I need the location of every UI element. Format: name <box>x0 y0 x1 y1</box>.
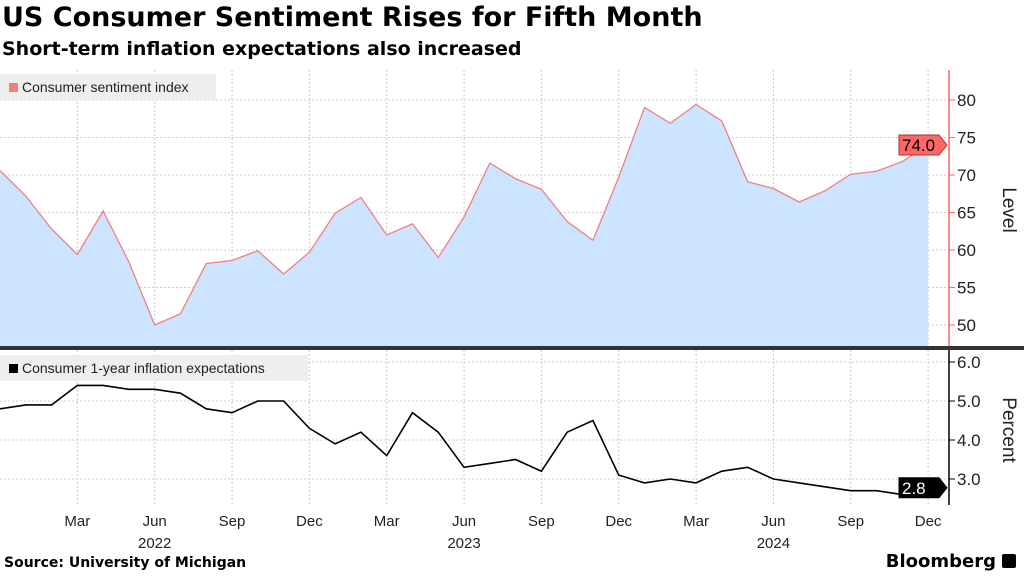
brand-logo: Bloomberg <box>885 551 996 572</box>
y-axis-title: Percent <box>998 397 1019 463</box>
x-year-label: 2023 <box>447 535 480 552</box>
y-tick-label: 3.0 <box>957 470 981 489</box>
x-year-label: 2024 <box>757 535 790 552</box>
legend-swatch <box>9 83 18 92</box>
x-tick-label: Dec <box>605 513 632 530</box>
y-tick-label: 55 <box>957 279 976 298</box>
last-value-tag <box>898 477 948 499</box>
y-tick-label: 75 <box>957 129 976 148</box>
y-tick-label: 70 <box>957 166 976 185</box>
legend-upper-box <box>0 74 216 100</box>
last-value-label: 74.0 <box>902 136 935 155</box>
last-value-tag <box>898 134 948 156</box>
x-tick-label: Mar <box>683 513 709 530</box>
legend-label: Consumer sentiment index <box>22 79 189 95</box>
x-tick-label: Dec <box>915 513 942 530</box>
x-tick-label: Sep <box>219 513 246 530</box>
inflation-line <box>0 384 929 496</box>
x-tick-label: Jun <box>761 513 785 530</box>
y-tick-label: 60 <box>957 241 976 260</box>
x-tick-label: Jun <box>143 513 167 530</box>
sentiment-area <box>0 104 929 347</box>
source-note: Source: University of Michigan <box>4 555 247 571</box>
x-tick-label: Mar <box>374 513 400 530</box>
x-year-label: 2022 <box>138 535 171 552</box>
last-value-label: 2.8 <box>902 479 926 498</box>
y-tick-label: 50 <box>957 316 976 335</box>
y-tick-label: 80 <box>957 91 976 110</box>
x-tick-label: Jun <box>452 513 476 530</box>
y-tick-label: 5.0 <box>957 392 981 411</box>
y-tick-label: 6.0 <box>957 353 981 372</box>
x-tick-label: Mar <box>64 513 90 530</box>
x-tick-label: Dec <box>296 513 323 530</box>
legend-label: Consumer 1-year inflation expectations <box>22 360 265 376</box>
legend-swatch <box>9 364 18 373</box>
legend-lower-box <box>0 355 308 381</box>
chart-subtitle: Short-term inflation expectations also i… <box>2 38 522 60</box>
y-tick-label: 4.0 <box>957 431 981 450</box>
panel-divider <box>0 346 1024 350</box>
y-axis-title: Level <box>998 187 1019 232</box>
bloomberg-icon <box>1002 554 1016 568</box>
chart-title: US Consumer Sentiment Rises for Fifth Mo… <box>2 2 703 33</box>
sentiment-line <box>0 103 929 326</box>
y-tick-label: 65 <box>957 204 976 223</box>
x-tick-label: Sep <box>528 513 555 530</box>
x-tick-label: Sep <box>837 513 864 530</box>
